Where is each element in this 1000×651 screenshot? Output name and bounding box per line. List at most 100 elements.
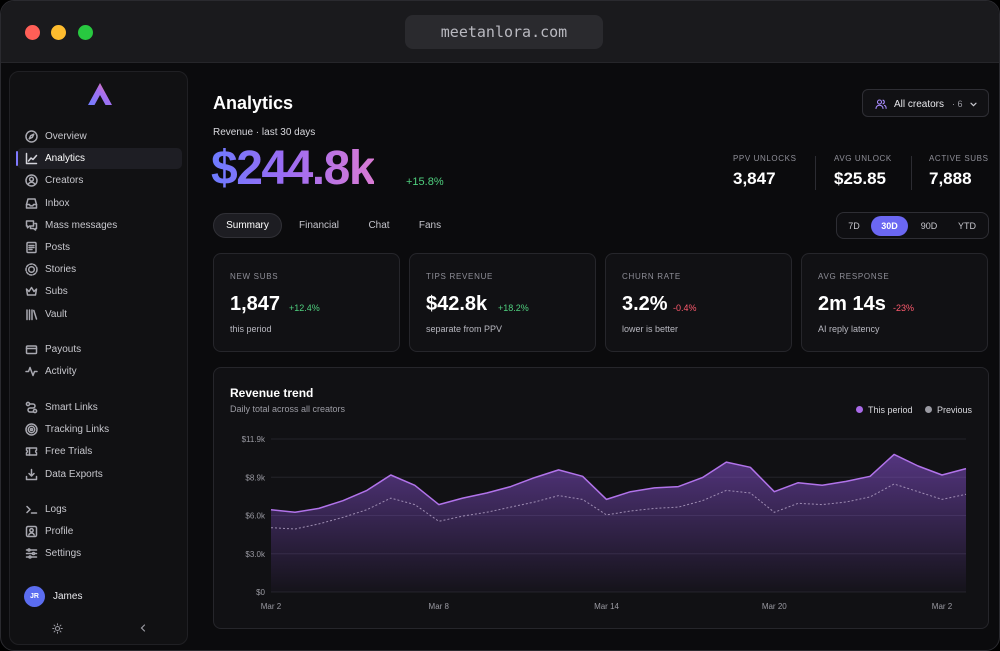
tab-chat[interactable]: Chat	[368, 220, 390, 231]
card-value: 2m 14s	[818, 293, 886, 315]
title-bar: meetanlora.com	[1, 1, 999, 63]
card-delta: -0.4%	[673, 303, 697, 313]
legend-label: Previous	[937, 405, 973, 415]
kpi-ppv-unlocks: PPV UNLOCKS 3,847	[733, 154, 797, 189]
kpi-avg-unlock: AVG UNLOCK $25.85	[834, 154, 892, 189]
tab-financial[interactable]: Financial	[298, 220, 340, 231]
terminal-icon	[26, 505, 38, 514]
sidebar: Overview Analytics Creators Inbox Mass messa…	[9, 71, 188, 645]
chevron-left-icon[interactable]	[138, 623, 148, 633]
x-tick-label: Mar 14	[594, 602, 619, 611]
range-ytd-button[interactable]: YTD	[958, 221, 976, 231]
sidebar-item-label: Data Exports	[45, 468, 103, 480]
logo-icon	[88, 83, 112, 105]
kpi-value: 3,847	[733, 169, 776, 188]
activity-icon	[25, 366, 38, 377]
sidebar-item-smart-links[interactable]: Smart Links	[17, 397, 182, 418]
sidebar-item-settings[interactable]: Settings	[17, 543, 182, 564]
profile-icon	[25, 525, 38, 538]
sidebar-item-label: Vault	[45, 308, 68, 320]
tab-fans[interactable]: Fans	[418, 220, 442, 231]
ticket-icon	[25, 447, 38, 457]
sidebar-item-vault[interactable]: Vault	[17, 304, 182, 325]
range-7d-button[interactable]: 7D	[848, 221, 860, 231]
revenue-trend-panel: Revenue trend Daily total across all cre…	[213, 367, 989, 629]
sidebar-item-label: Smart Links	[45, 402, 98, 413]
series-area-this-period	[271, 454, 966, 592]
card-title: NEW SUBS	[230, 272, 279, 281]
smart-link-icon	[25, 401, 38, 414]
sidebar-item-stories[interactable]: Stories	[17, 259, 182, 280]
stat-card-new-subs: NEW SUBS 1,847 +12.4% this period	[213, 253, 400, 352]
main-content: Analytics All creators · 6 Revenue · las…	[189, 64, 999, 650]
series-line-previous	[270, 483, 967, 530]
creator-select[interactable]: All creators · 6	[862, 89, 989, 117]
trend-title: Revenue trend	[230, 386, 314, 400]
y-tick-label: $0	[256, 588, 265, 597]
user-name: James	[53, 591, 83, 602]
sidebar-item-label: Mass messages	[45, 219, 118, 231]
sidebar-item-label: Tracking Links	[45, 424, 110, 436]
x-tick-label: Mar 2	[261, 602, 282, 611]
stat-card-churn-rate: CHURN RATE 3.2% -0.4% lower is better	[605, 253, 792, 352]
download-icon	[25, 468, 38, 480]
chevron-down-icon	[970, 102, 977, 107]
x-tick-label: Mar 8	[429, 602, 450, 611]
tab-summary[interactable]: Summary	[213, 213, 282, 238]
kpi-active-subs: ACTIVE SUBS 7,888	[929, 154, 989, 189]
card-subtitle: separate from PPV	[426, 324, 503, 334]
inbox-icon	[25, 197, 38, 209]
revenue-label: Revenue · last 30 days	[213, 127, 316, 138]
sidebar-item-subs[interactable]: Subs	[17, 281, 182, 302]
sidebar-item-label: Analytics	[45, 153, 86, 165]
sidebar-item-inbox[interactable]: Inbox	[17, 193, 182, 214]
sidebar-item-logs[interactable]: Logs	[17, 499, 182, 520]
sidebar-item-label: Free Trials	[45, 446, 93, 458]
stories-icon	[25, 263, 38, 276]
card-title: TIPS REVENUE	[426, 272, 494, 281]
close-window-button[interactable]	[25, 25, 40, 40]
sidebar-item-posts[interactable]: Posts	[17, 237, 182, 258]
sidebar-item-label: Profile	[45, 526, 74, 538]
sidebar-item-label: Payouts	[45, 344, 82, 355]
range-30d-button[interactable]: 30D	[871, 216, 908, 236]
kpi-value: $25.85	[834, 169, 886, 188]
url-bar[interactable]: meetanlora.com	[405, 15, 603, 49]
card-subtitle: this period	[230, 324, 272, 334]
x-tick-label: Mar 20	[762, 602, 787, 611]
sun-icon[interactable]	[52, 623, 63, 634]
card-value: $42.8k	[426, 293, 488, 315]
creator-select-label: All creators	[894, 99, 945, 110]
creator-count: · 6	[952, 99, 963, 109]
sidebar-item-analytics[interactable]: Analytics	[16, 148, 182, 170]
kpi-label: AVG UNLOCK	[834, 154, 892, 163]
sidebar-item-data-exports[interactable]: Data Exports	[17, 464, 182, 485]
page-title: Analytics	[213, 93, 294, 113]
user-circle-icon	[25, 174, 38, 188]
kpi-divider	[911, 156, 912, 190]
sidebar-item-label: Inbox	[45, 197, 70, 209]
card-delta: -23%	[893, 303, 915, 313]
kpi-divider	[815, 156, 816, 190]
legend-swatch	[856, 406, 863, 413]
user-profile[interactable]: JR James	[24, 586, 174, 608]
sidebar-item-payouts[interactable]: Payouts	[17, 339, 182, 360]
sidebar-item-label: Overview	[45, 131, 87, 142]
sidebar-item-label: Subs	[45, 286, 68, 298]
sidebar-item-mass-messages[interactable]: Mass messages	[17, 215, 182, 236]
sidebar-item-creators[interactable]: Creators	[17, 170, 182, 191]
sidebar-item-activity[interactable]: Activity	[17, 361, 182, 382]
card-subtitle: lower is better	[622, 324, 679, 334]
payouts-icon	[25, 345, 38, 355]
compass-icon	[25, 130, 38, 143]
sidebar-item-label: Activity	[45, 366, 77, 378]
sidebar-item-overview[interactable]: Overview	[17, 126, 182, 147]
sidebar-item-tracking-links[interactable]: Tracking Links	[17, 419, 182, 440]
sidebar-item-profile[interactable]: Profile	[17, 521, 182, 542]
minimize-window-button[interactable]	[51, 25, 66, 40]
sidebar-item-free-trials[interactable]: Free Trials	[17, 441, 182, 462]
range-90d-button[interactable]: 90D	[920, 221, 938, 231]
maximize-window-button[interactable]	[78, 25, 93, 40]
stat-card-avg-response: AVG RESPONSE 2m 14s -23% AI reply latenc…	[801, 253, 988, 352]
